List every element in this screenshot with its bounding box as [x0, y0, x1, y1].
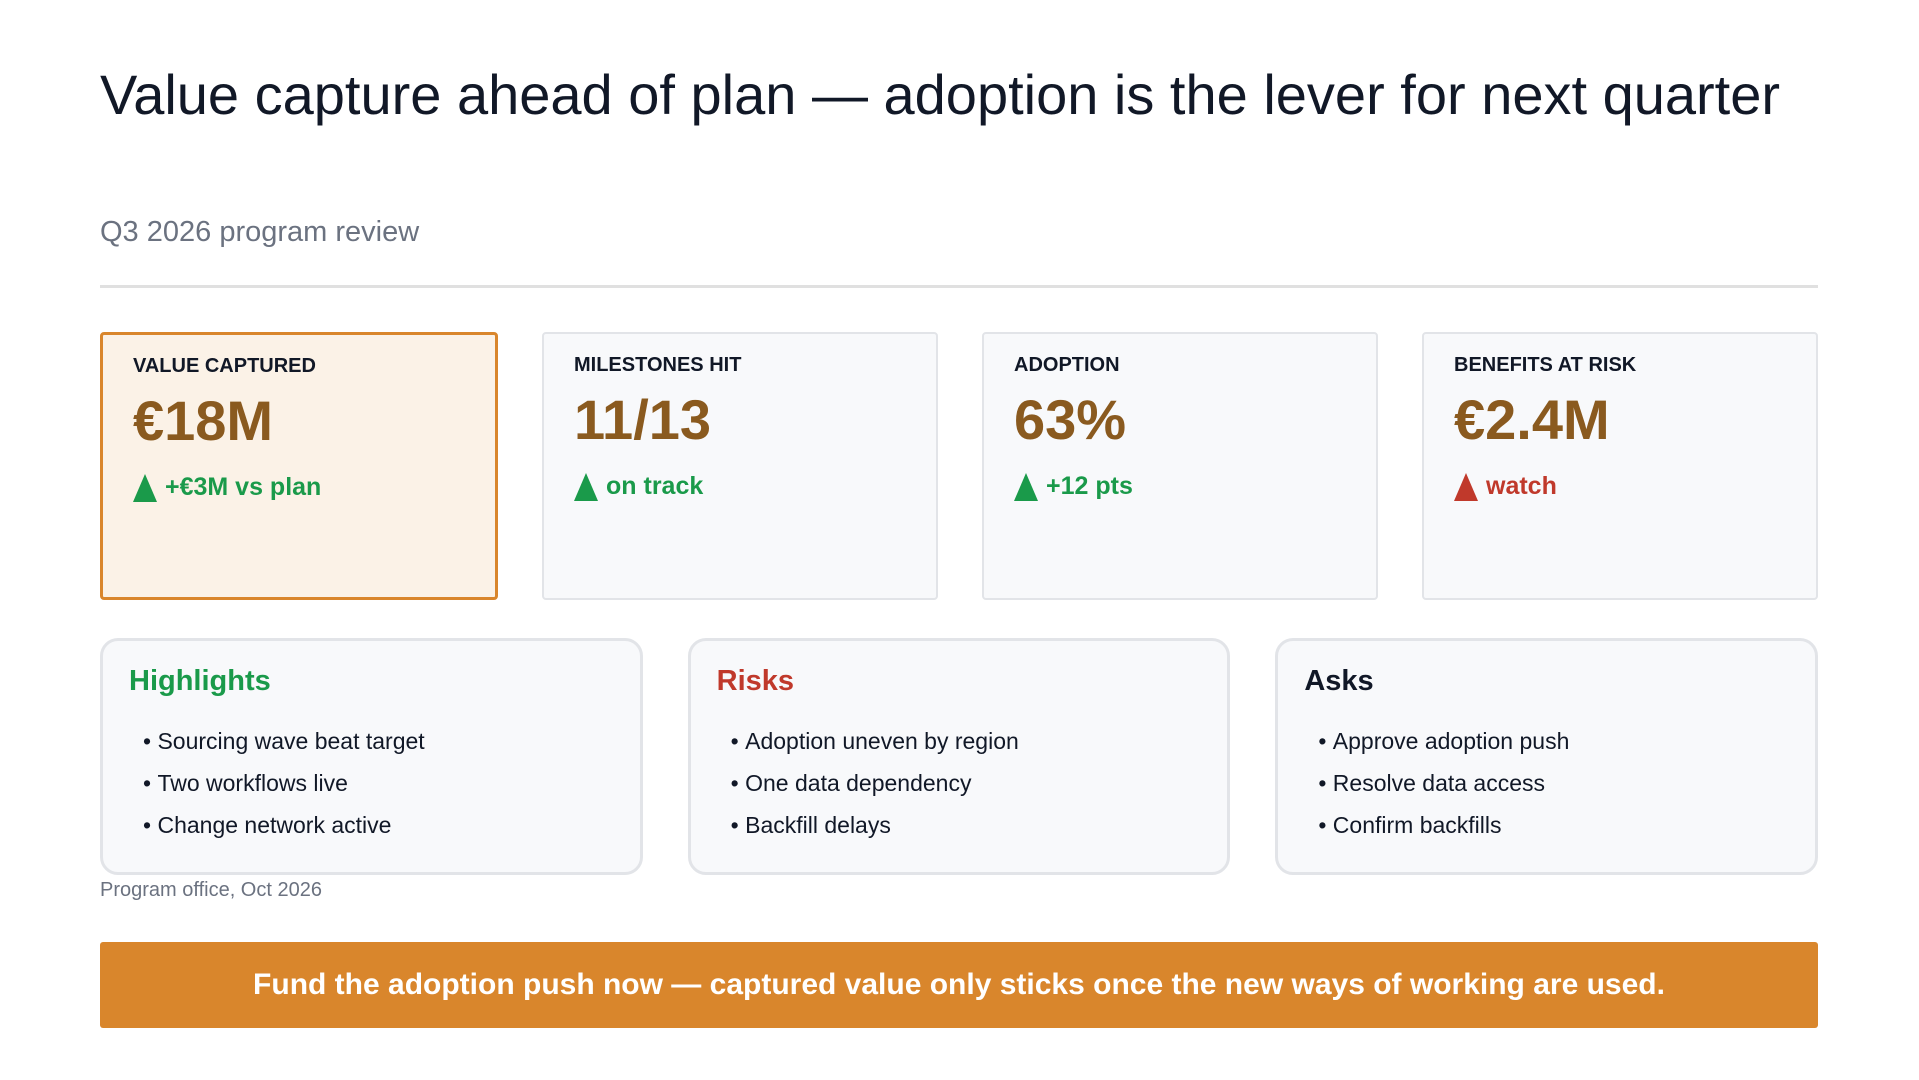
subtitle: Q3 2026 program review — [100, 216, 420, 248]
kpi-value: €18M — [133, 389, 274, 452]
triangle — [133, 473, 157, 502]
trend-icon — [133, 473, 157, 502]
bullet-item: Sourcing wave beat target — [143, 720, 614, 762]
panel: Risks Adoption uneven by regionOne data d… — [687, 638, 1231, 875]
panel: Highlights Sourcing wave beat targetTwo w… — [100, 638, 643, 875]
kpi-value: 63% — [1014, 388, 1127, 451]
kpi-card: ADOPTION 63% +12 pts — [982, 332, 1378, 600]
trend-icon — [574, 472, 598, 501]
bullet-list: Sourcing wave beat targetTwo workflows l… — [129, 720, 614, 846]
banner: Fund the adoption push now — captured va… — [100, 942, 1818, 1028]
triangle — [1014, 472, 1038, 501]
bullet-item: Resolve data access — [1318, 762, 1789, 804]
kpi-delta: watch — [1454, 472, 1786, 501]
kpi-label: ADOPTION — [1014, 354, 1120, 376]
kpi-label: MILESTONES HIT — [574, 354, 742, 376]
bullet-item: Backfill delays — [731, 804, 1202, 846]
kpi-card: BENEFITS AT RISK €2.4M watch — [1422, 332, 1818, 600]
footnote: Program office, Oct 2026 — [100, 879, 322, 901]
kpi-delta: +12 pts — [1014, 472, 1346, 501]
bullet-item: Approve adoption push — [1318, 720, 1789, 762]
bullet-item: Change network active — [143, 804, 614, 846]
kpi-value: 11/13 — [574, 388, 712, 451]
kpi-label: VALUE CAPTURED — [133, 355, 316, 377]
triangle — [1454, 472, 1478, 501]
kpi-delta: on track — [574, 472, 906, 501]
triangle — [574, 472, 598, 501]
bullet-list: Approve adoption pushResolve data access… — [1304, 720, 1789, 846]
bullet-item: Adoption uneven by region — [731, 720, 1202, 762]
trend-icon — [1454, 472, 1478, 501]
kpi-delta-text: watch — [1486, 472, 1557, 500]
title: Value capture ahead of plan — adoption i… — [100, 63, 1781, 126]
panel-title: Risks — [716, 665, 795, 697]
kpi-delta-text: on track — [606, 472, 704, 500]
kpi-row: VALUE CAPTURED €18M +€3M vs plan MILESTONES… — [100, 332, 1818, 600]
kpi-delta-text: +€3M vs plan — [165, 473, 322, 501]
panel: Asks Approve adoption pushResolve data ac… — [1275, 638, 1819, 875]
kpi-card: MILESTONES HIT 11/13 on track — [542, 332, 938, 600]
kpi-value: €2.4M — [1454, 388, 1610, 451]
bullet-item: Two workflows live — [143, 762, 614, 804]
kpi-card: VALUE CAPTURED €18M +€3M vs plan — [100, 332, 498, 600]
panel-title: Asks — [1304, 665, 1374, 697]
panel-title: Highlights — [129, 665, 271, 697]
bullet-list: Adoption uneven by regionOne data depend… — [717, 720, 1202, 846]
bullet-item: One data dependency — [731, 762, 1202, 804]
bullet-item: Confirm backfills — [1318, 804, 1789, 846]
kpi-delta: +€3M vs plan — [133, 473, 465, 502]
kpi-label: BENEFITS AT RISK — [1454, 354, 1637, 376]
trend-icon — [1014, 472, 1038, 501]
panel-row: Highlights Sourcing wave beat targetTwo w… — [100, 638, 1819, 875]
divider — [100, 285, 1818, 288]
kpi-delta-text: +12 pts — [1046, 472, 1133, 500]
